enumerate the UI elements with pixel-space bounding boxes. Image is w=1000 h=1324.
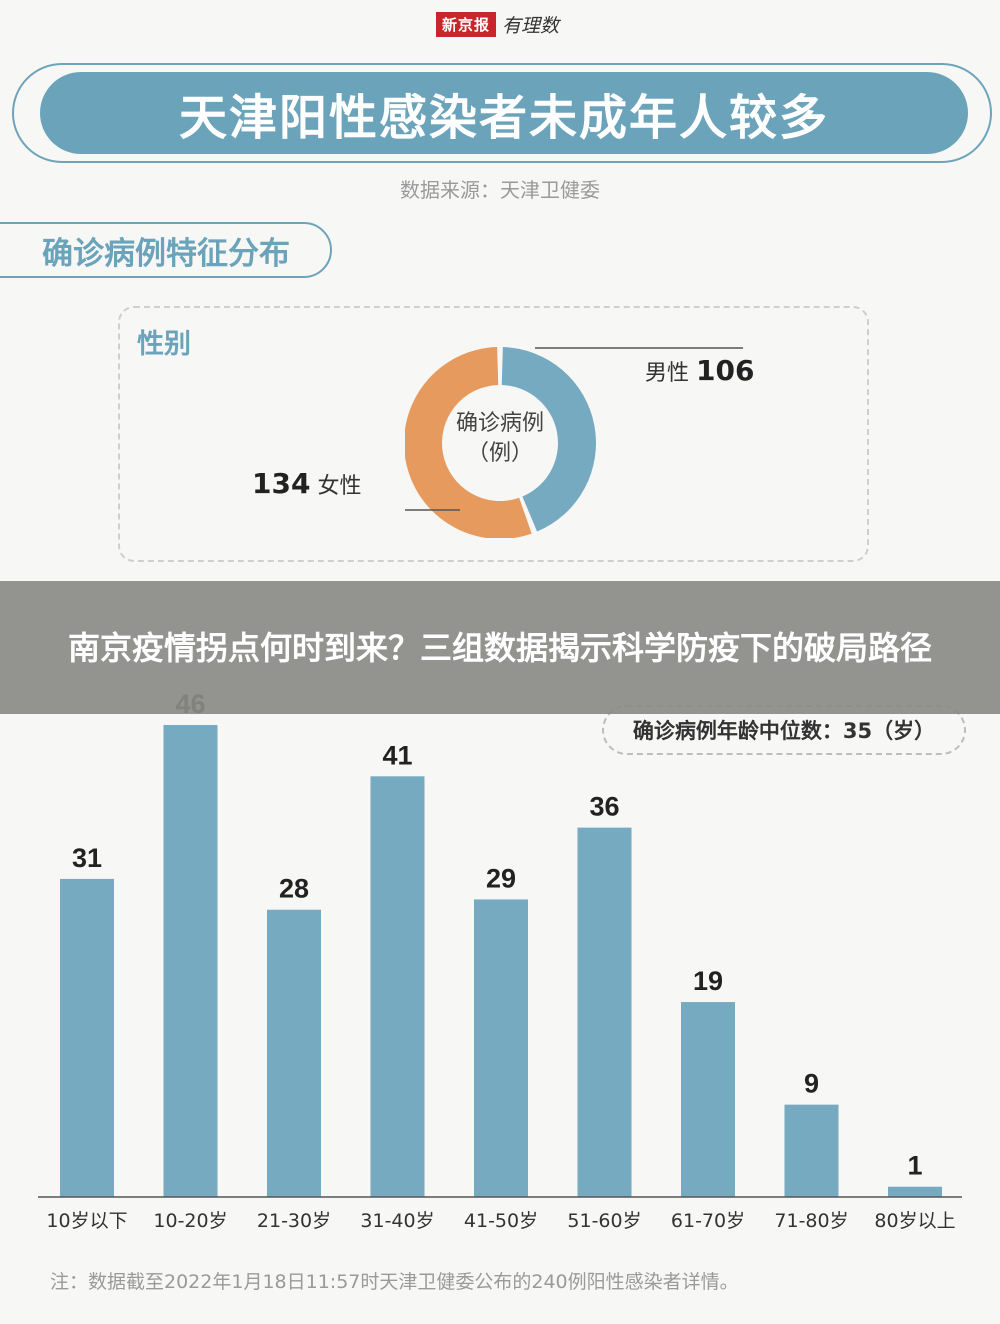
gender-donut-chart: 确诊病例 （例） [405,347,743,538]
data-source: 数据来源：天津卫健委 [400,178,600,202]
donut-center-line2: （例） [467,441,533,466]
page-title: 天津阳性感染者未成年人较多 [178,90,829,146]
age-bar-chart: 3110岁以下4610-20岁2821-30岁4131-40岁2941-50岁3… [38,689,962,1232]
x-tick-label: 51-60岁 [567,1210,641,1232]
bar-value-label: 36 [589,792,619,822]
median-age-text: 确诊病例年龄中位数：35（岁） [632,719,936,743]
bar-6 [681,1002,735,1197]
bar-0 [60,878,114,1197]
gender-panel [118,306,869,562]
bar-value-label: 29 [486,863,516,893]
male-label: 男性 [645,361,690,386]
bar-4 [474,899,528,1197]
bar-3 [370,776,425,1197]
bar-value-label: 28 [279,874,309,904]
section-tag-outline [0,222,332,278]
bar-value-label: 1 [907,1151,922,1181]
male-annotation: 男性 106 [645,354,754,387]
x-tick-label: 10岁以下 [46,1210,127,1232]
x-tick-label: 21-30岁 [257,1210,331,1232]
female-annotation: 134 女性 [252,467,361,500]
donut-slice-male [501,347,596,532]
footnote: 注：数据截至2022年1月18日11:57时天津卫健委公布的240例阳性感染者详… [50,1271,739,1293]
bar-value-label: 9 [804,1069,819,1099]
bar-1 [163,725,218,1197]
bar-2 [267,909,321,1197]
bars-group: 3110岁以下4610-20岁2821-30岁4131-40岁2941-50岁3… [46,689,955,1232]
x-tick-label: 71-80岁 [774,1210,848,1232]
section-title: 确诊病例特征分布 [42,236,290,272]
gender-label: 性别 [137,329,191,360]
bar-value-label: 19 [693,966,723,996]
female-value: 134 [252,467,311,500]
bar-value-label: 41 [382,740,412,770]
title-banner: 天津阳性感染者未成年人较多 [40,72,968,154]
female-label: 女性 [317,474,362,499]
logo-sub: 有理数 [502,14,560,37]
bar-value-label: 31 [72,843,102,873]
logo-brand: 新京报 [436,11,497,37]
overlay-headline: 南京疫情拐点何时到来？三组数据揭示科学防疫下的破局路径 [67,628,932,667]
x-tick-label: 10-20岁 [153,1210,227,1232]
bar-5 [577,827,632,1197]
logo: 新京报 有理数 [436,10,559,38]
bar-8 [888,1186,942,1197]
male-value: 106 [696,354,755,387]
x-tick-label: 31-40岁 [360,1210,434,1232]
headline-overlay: 南京疫情拐点何时到来？三组数据揭示科学防疫下的破局路径 [0,581,1000,714]
x-tick-label: 61-70岁 [671,1210,745,1232]
donut-slice-female [405,347,532,538]
donut-center-line1: 确诊病例 [456,411,544,436]
bar-7 [784,1104,839,1197]
x-tick-label: 80岁以上 [874,1210,955,1232]
title-banner-outline [12,63,992,163]
x-tick-label: 41-50岁 [464,1210,538,1232]
